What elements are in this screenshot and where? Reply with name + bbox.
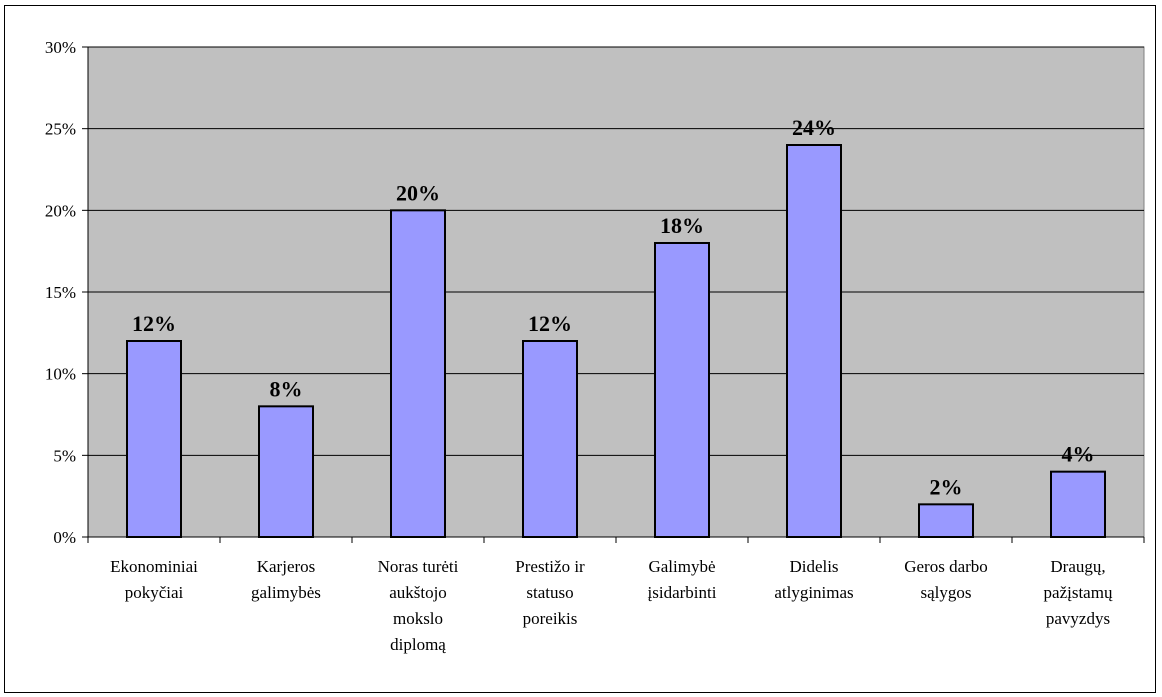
x-category-label-line: Karjeros <box>257 557 316 576</box>
bar <box>390 209 446 538</box>
y-tick-label: 30% <box>45 38 76 57</box>
bar <box>654 242 710 538</box>
y-tick-label: 10% <box>45 365 76 384</box>
data-label: 18% <box>660 213 704 238</box>
y-tick-label: 25% <box>45 120 76 139</box>
bar <box>522 340 578 538</box>
x-axis: Ekonominiai pokyčiai Karjeros galimybės Nora… <box>87 536 1145 654</box>
x-category-label-line: įsidarbinti <box>648 583 717 602</box>
data-label: 20% <box>396 180 440 205</box>
bars <box>126 144 1106 539</box>
x-category-label-line: pavyzdys <box>1046 609 1110 628</box>
bar <box>786 144 842 538</box>
y-tick-label: 5% <box>53 446 76 465</box>
x-category-label: Ekonominiai pokyčiai <box>110 557 198 602</box>
x-category-label-line: pokyčiai <box>125 583 184 602</box>
data-labels: 12% 8% 20% 12% 18% 24% 2% 4% <box>132 115 1095 499</box>
x-category-label: Didelis atlyginimas <box>774 557 853 602</box>
data-label: 24% <box>792 115 836 140</box>
x-category-label-line: mokslo <box>393 609 443 628</box>
x-category-label-line: Geros darbo <box>904 557 988 576</box>
x-category-label: Geros darbo sąlygos <box>904 557 988 602</box>
x-category-label-line: Ekonominiai <box>110 557 198 576</box>
x-category-label-line: sąlygos <box>921 583 972 602</box>
x-category-label: Noras turėti aukštojo mokslo diplomą <box>378 557 459 654</box>
x-category-label-line: atlyginimas <box>774 583 853 602</box>
x-category-label: Prestižo ir statuso poreikis <box>515 557 585 628</box>
x-category-label-line: Galimybė <box>648 557 715 576</box>
data-label: 12% <box>528 311 572 336</box>
x-category-label-line: diplomą <box>390 635 446 654</box>
x-category-label: Draugų, pažįstamų pavyzdys <box>1044 557 1113 628</box>
x-category-label-line: Prestižo ir <box>515 557 585 576</box>
x-category-label: Galimybė įsidarbinti <box>648 557 717 602</box>
x-category-label-line: Noras turėti <box>378 557 459 576</box>
x-category-label: Karjeros galimybės <box>251 557 321 602</box>
x-category-label-line: statuso <box>526 583 573 602</box>
bar <box>918 503 974 539</box>
y-tick-label: 0% <box>53 528 76 547</box>
bar <box>126 340 182 538</box>
data-label: 12% <box>132 311 176 336</box>
x-category-label-line: poreikis <box>523 609 578 628</box>
x-category-label-line: pažįstamų <box>1044 583 1113 602</box>
data-label: 8% <box>270 376 303 401</box>
x-category-label-line: Didelis <box>789 557 838 576</box>
x-category-label-line: Draugų, <box>1050 557 1105 576</box>
x-category-label-line: aukštojo <box>389 583 447 602</box>
data-label: 4% <box>1062 442 1095 467</box>
bar <box>1050 470 1106 538</box>
y-axis: 0% 5% 10% 15% 20% 25% 30% <box>45 38 89 547</box>
y-tick-label: 15% <box>45 283 76 302</box>
data-label: 2% <box>930 474 963 499</box>
x-category-label-line: galimybės <box>251 583 321 602</box>
bar <box>258 405 314 539</box>
y-tick-label: 20% <box>45 201 76 220</box>
